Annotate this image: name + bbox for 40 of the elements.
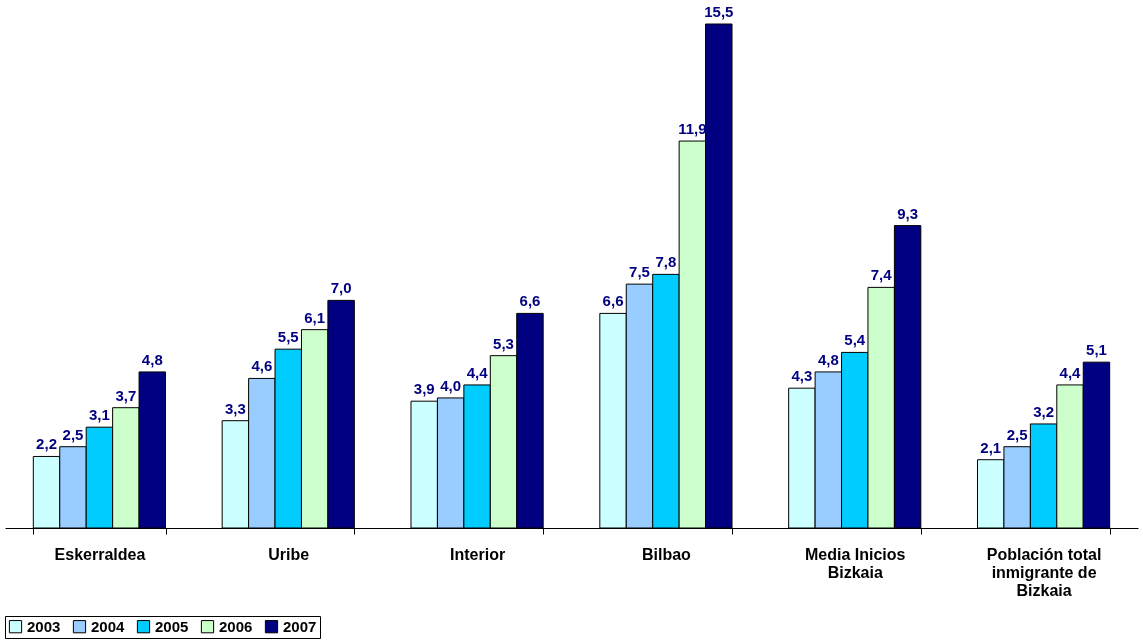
data-label: 7,0 — [330, 279, 352, 297]
data-label: 3,2 — [1033, 402, 1055, 420]
data-label: 2,5 — [1006, 425, 1028, 443]
data-label: 4,4 — [1059, 363, 1082, 381]
x-tick-label: Uribe — [268, 545, 310, 563]
legend-label: 2006 — [219, 617, 253, 635]
data-label: 4,8 — [141, 350, 163, 368]
data-label: 3,3 — [224, 399, 246, 417]
data-label: 5,3 — [493, 334, 514, 352]
data-label: 2,5 — [62, 425, 84, 443]
data-label: 7,5 — [629, 263, 650, 281]
data-label: 5,5 — [277, 328, 299, 346]
data-label: 15,5 — [704, 3, 734, 20]
data-label: 3,9 — [413, 380, 435, 398]
data-label: 6,6 — [519, 292, 541, 310]
data-label: 4,3 — [791, 367, 813, 385]
x-tick-label: Eskerraldea — [54, 545, 146, 563]
data-label: 7,8 — [655, 253, 677, 271]
data-label: 4,8 — [817, 350, 839, 368]
x-tick-label: Media Inicios Bizkaia — [805, 545, 906, 581]
x-tick-label: Interior — [450, 545, 506, 563]
data-label: 4,0 — [440, 376, 462, 394]
data-label: 4,4 — [466, 363, 489, 381]
data-label: 4,6 — [251, 357, 273, 375]
data-label: 2,2 — [36, 435, 57, 453]
legend-label: 2007 — [283, 617, 317, 635]
data-label: 3,1 — [88, 406, 110, 424]
data-label: 3,7 — [115, 386, 137, 404]
data-label: 5,4 — [844, 331, 866, 349]
data-label: 7,4 — [870, 266, 893, 284]
x-tick-label: Bilbao — [641, 545, 692, 563]
legend-label: 2005 — [155, 617, 189, 635]
legend-label: 2004 — [91, 617, 126, 635]
data-label: 6,6 — [602, 292, 624, 310]
legend-label: 2003 — [27, 617, 61, 635]
data-label: 6,1 — [304, 308, 326, 326]
data-label: 2,1 — [980, 438, 1002, 456]
x-tick-label: Población total inmigrante de Bizkaia — [986, 545, 1102, 599]
data-label: 9,3 — [897, 204, 919, 222]
data-label: 5,1 — [1086, 341, 1107, 359]
